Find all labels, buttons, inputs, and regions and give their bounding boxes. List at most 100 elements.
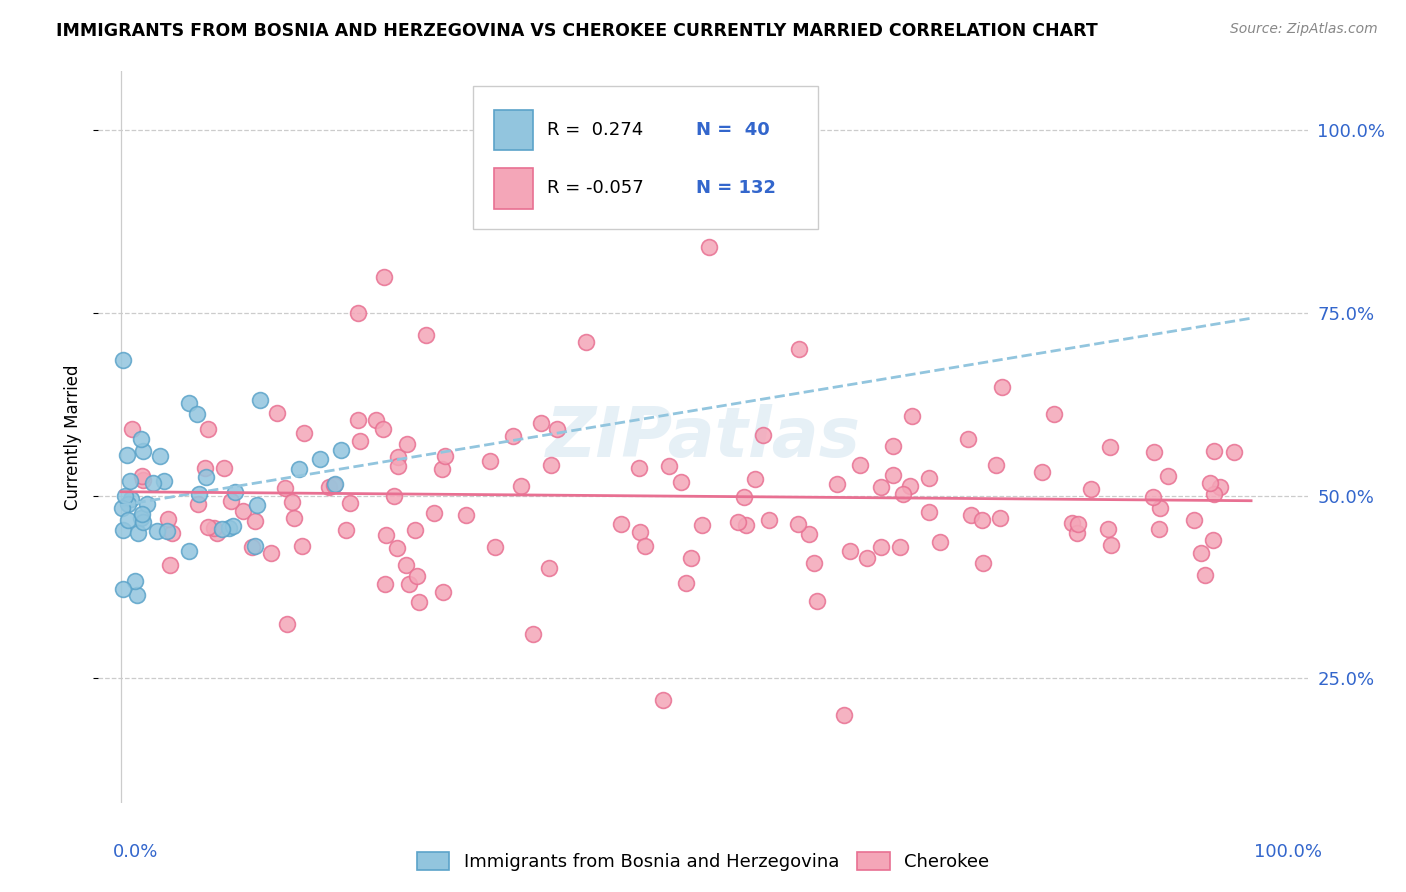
- Point: [972, 556, 994, 570]
- Point: [900, 409, 922, 423]
- Text: 0.0%: 0.0%: [112, 843, 157, 861]
- Point: [118, 474, 141, 488]
- Point: [898, 479, 921, 493]
- Point: [986, 458, 1008, 472]
- Point: [112, 353, 135, 368]
- Point: [522, 627, 544, 641]
- Point: [733, 490, 755, 504]
- Point: [387, 450, 409, 464]
- Point: [156, 512, 179, 526]
- Point: [832, 708, 855, 723]
- Point: [283, 511, 305, 525]
- Point: [159, 558, 181, 572]
- Point: [274, 481, 297, 495]
- Point: [349, 434, 371, 449]
- Point: [117, 513, 139, 527]
- Point: [787, 343, 810, 357]
- Point: [330, 443, 353, 458]
- Point: [855, 550, 877, 565]
- Point: [246, 498, 269, 512]
- Point: [120, 491, 142, 506]
- Point: [628, 461, 651, 475]
- Point: [690, 517, 713, 532]
- Point: [889, 540, 911, 554]
- Point: [870, 540, 893, 554]
- Point: [260, 546, 283, 560]
- Point: [408, 594, 430, 608]
- Point: [146, 524, 169, 539]
- Point: [752, 427, 775, 442]
- Point: [538, 560, 561, 574]
- Point: [641, 203, 664, 218]
- Point: [111, 500, 134, 515]
- Point: [956, 432, 979, 446]
- Point: [1080, 483, 1102, 497]
- Point: [1066, 525, 1088, 540]
- Point: [882, 439, 904, 453]
- Bar: [494, 169, 533, 209]
- Point: [318, 480, 340, 494]
- Point: [129, 433, 152, 447]
- Point: [177, 544, 200, 558]
- Point: [124, 574, 146, 589]
- Point: [132, 515, 155, 529]
- Point: [456, 508, 478, 522]
- Point: [382, 489, 405, 503]
- Point: [1202, 444, 1225, 458]
- Point: [918, 504, 941, 518]
- Point: [671, 475, 693, 490]
- Point: [373, 422, 395, 436]
- Point: [727, 515, 749, 529]
- Point: [1043, 407, 1066, 421]
- Point: [249, 392, 271, 407]
- Point: [114, 489, 136, 503]
- Point: [111, 582, 134, 597]
- Point: [1031, 465, 1053, 479]
- Point: [675, 576, 697, 591]
- Point: [797, 526, 820, 541]
- Point: [1098, 440, 1121, 454]
- Point: [276, 617, 298, 632]
- Point: [610, 517, 633, 532]
- Point: [1189, 545, 1212, 559]
- Point: [112, 523, 135, 537]
- Point: [959, 508, 981, 522]
- Point: [232, 504, 254, 518]
- Point: [972, 513, 994, 527]
- Point: [132, 473, 155, 487]
- Point: [129, 511, 152, 525]
- Point: [240, 540, 263, 554]
- Point: [803, 556, 825, 570]
- Point: [432, 585, 454, 599]
- Point: [758, 513, 780, 527]
- Point: [398, 577, 420, 591]
- Point: [131, 507, 153, 521]
- Point: [224, 485, 246, 500]
- Point: [1198, 475, 1220, 490]
- Point: [323, 476, 346, 491]
- Point: [177, 396, 200, 410]
- Point: [848, 458, 870, 472]
- Point: [266, 406, 288, 420]
- Point: [395, 558, 418, 573]
- Point: [1099, 538, 1122, 552]
- Point: [484, 541, 506, 555]
- Point: [218, 520, 240, 534]
- Point: [197, 520, 219, 534]
- Point: [222, 518, 245, 533]
- Point: [529, 416, 551, 430]
- Point: [502, 428, 524, 442]
- Point: [387, 458, 409, 473]
- Point: [187, 487, 209, 501]
- Point: [991, 380, 1014, 394]
- Point: [697, 240, 720, 254]
- Point: [478, 454, 501, 468]
- Point: [679, 550, 702, 565]
- Point: [734, 517, 756, 532]
- Point: [160, 526, 183, 541]
- Point: [1209, 480, 1232, 494]
- Point: [433, 449, 456, 463]
- Point: [1147, 522, 1170, 536]
- Point: [839, 543, 862, 558]
- Point: [219, 494, 242, 508]
